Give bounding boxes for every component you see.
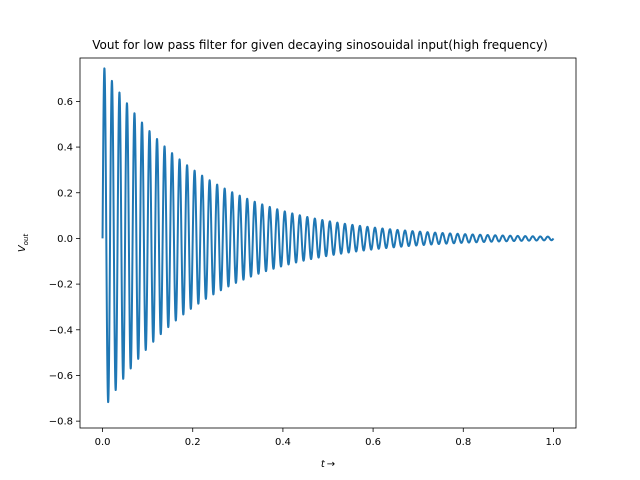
y-axis-label-subscript: out <box>22 234 30 246</box>
series-line <box>101 67 555 404</box>
x-axis-label-symbol: t <box>321 459 326 470</box>
x-axis-label: t → <box>321 459 335 470</box>
y-axis-label-symbol: V <box>17 244 28 252</box>
y-tick-label: 0.4 <box>57 143 73 154</box>
y-tick-label: −0.8 <box>49 417 73 428</box>
x-axis-label-arrow: → <box>327 459 335 470</box>
x-tick-label: 1.0 <box>546 437 562 448</box>
chart-title: Vout for low pass filter for given decay… <box>92 38 548 52</box>
x-tick-label: 0.0 <box>95 437 111 448</box>
plot-area <box>101 67 555 404</box>
y-tick-label: −0.4 <box>49 325 73 336</box>
x-tick-label: 0.6 <box>365 437 381 448</box>
y-tick-label: 0.0 <box>57 234 73 245</box>
x-tick-label: 0.4 <box>275 437 291 448</box>
x-axis-ticks: 0.0 0.2 0.4 0.6 0.8 1.0 <box>95 428 562 448</box>
y-tick-label: −0.6 <box>49 371 73 382</box>
y-axis-ticks: −0.8 −0.6 −0.4 −0.2 0.0 0.2 0.4 0.6 <box>49 97 80 428</box>
y-tick-label: 0.2 <box>57 188 73 199</box>
x-tick-label: 0.2 <box>185 437 201 448</box>
y-tick-label: −0.2 <box>49 280 73 291</box>
y-axis-label: Vout <box>17 234 30 253</box>
x-tick-label: 0.8 <box>455 437 471 448</box>
axes-frame <box>79 57 577 429</box>
y-tick-label: 0.6 <box>57 97 73 108</box>
